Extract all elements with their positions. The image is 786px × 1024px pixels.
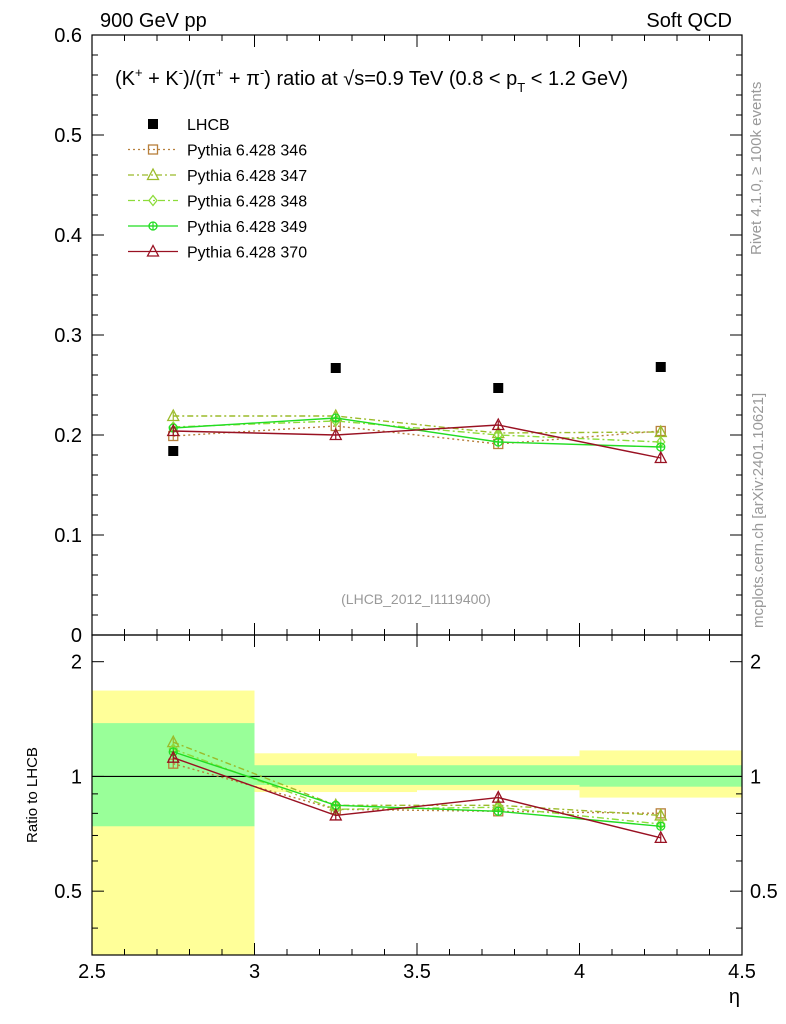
ratio-uncertainty-bands	[92, 690, 742, 955]
legend-label: Pythia 6.428 348	[187, 194, 307, 211]
data-point	[493, 383, 504, 393]
y-tick-label: 0.1	[54, 525, 82, 547]
series-point	[493, 437, 503, 447]
legend-marker	[148, 194, 158, 207]
main-axis-ticks: 0 0.1 0.2 0.3 0.4 0.5 0.6	[54, 25, 743, 955]
header-left: 900 GeV pp	[100, 10, 207, 32]
ratio-point	[166, 750, 180, 763]
series-point	[330, 414, 341, 428]
series-point	[166, 423, 180, 437]
series-line	[173, 415, 661, 434]
legend-label: Pythia 6.428 347	[187, 168, 307, 185]
x-tick-label: 3	[249, 961, 260, 983]
ratio-ylabel: Ratio to LHCB	[24, 747, 41, 843]
x-axis-label: η	[729, 986, 740, 1008]
legend-label: Pythia 6.428 349	[187, 219, 307, 236]
ratio-y-tick-label: 1	[71, 766, 82, 788]
main-series	[166, 362, 668, 464]
y-tick-label: 0.3	[54, 325, 82, 347]
series-point	[329, 427, 343, 441]
series-point	[491, 417, 505, 431]
x-tick-label: 4.5	[728, 961, 756, 983]
legend-marker	[146, 167, 160, 181]
series-point	[654, 450, 668, 464]
legend-marker	[146, 244, 160, 257]
ratio-point	[656, 821, 666, 831]
series-point	[331, 413, 341, 423]
legend-marker-data	[148, 119, 158, 129]
legend-marker	[147, 144, 159, 155]
series-point	[656, 442, 666, 452]
series-line	[173, 425, 661, 445]
header-right: Soft QCD	[646, 10, 732, 32]
ratio-line	[173, 757, 661, 839]
ratio-series	[166, 734, 668, 843]
ratio-point	[491, 790, 505, 803]
ratio-line	[172, 741, 661, 817]
band-inner	[417, 765, 580, 785]
legend-label: Pythia 6.428 370	[187, 245, 307, 262]
ratio-y-tick-label: 2	[71, 652, 82, 674]
legend-label-data: LHCB	[187, 117, 230, 134]
x-tick-label: 3.5	[403, 961, 431, 983]
y-tick-label: 0.2	[54, 425, 82, 447]
plot-title: (K+ + K-)/(π+ + π-) ratio at √s=0.9 TeV …	[115, 65, 628, 95]
ratio-point	[654, 830, 668, 843]
data-point	[168, 446, 179, 456]
ratio-point	[329, 808, 343, 821]
series-line	[173, 424, 661, 459]
y-tick-label: 0.6	[54, 25, 82, 47]
data-point	[330, 363, 341, 373]
analysis-id: (LHCB_2012_I1119400)	[341, 591, 491, 607]
ratio-point	[493, 806, 503, 816]
x-tick-label: 4	[574, 961, 585, 983]
ratio-y-tick-label-right: 1	[750, 766, 761, 788]
y-tick-label: 0	[71, 625, 82, 647]
ratio-line	[173, 763, 661, 815]
ratio-y-tick-label: 0.5	[54, 881, 82, 903]
legend-marker	[148, 221, 158, 231]
legend: LHCB Pythia 6.428 346 Pythia 6.428 347 Pyth…	[128, 117, 307, 262]
x-tick-label: 2.5	[78, 961, 106, 983]
ratio-line	[173, 751, 661, 827]
data-point	[655, 362, 666, 372]
legend-label: Pythia 6.428 346	[187, 143, 307, 160]
series-line	[173, 420, 661, 443]
ratio-y-tick-label-right: 2	[750, 652, 761, 674]
y-tick-label: 0.5	[54, 125, 82, 147]
band-inner	[254, 765, 417, 785]
mcplots-label: mcplots.cern.ch [arXiv:2401.10621]	[750, 393, 767, 628]
series-point	[166, 408, 180, 422]
rivet-label: Rivet 4.1.0, ≥ 100k events	[748, 82, 765, 255]
y-tick-label: 0.4	[54, 225, 82, 247]
ratio-axis-ticks: 0.5 0.5 1 1 2 2 2.5 3 3.5 4 4.5	[54, 652, 778, 983]
ratio-y-tick-label-right: 0.5	[750, 881, 778, 903]
